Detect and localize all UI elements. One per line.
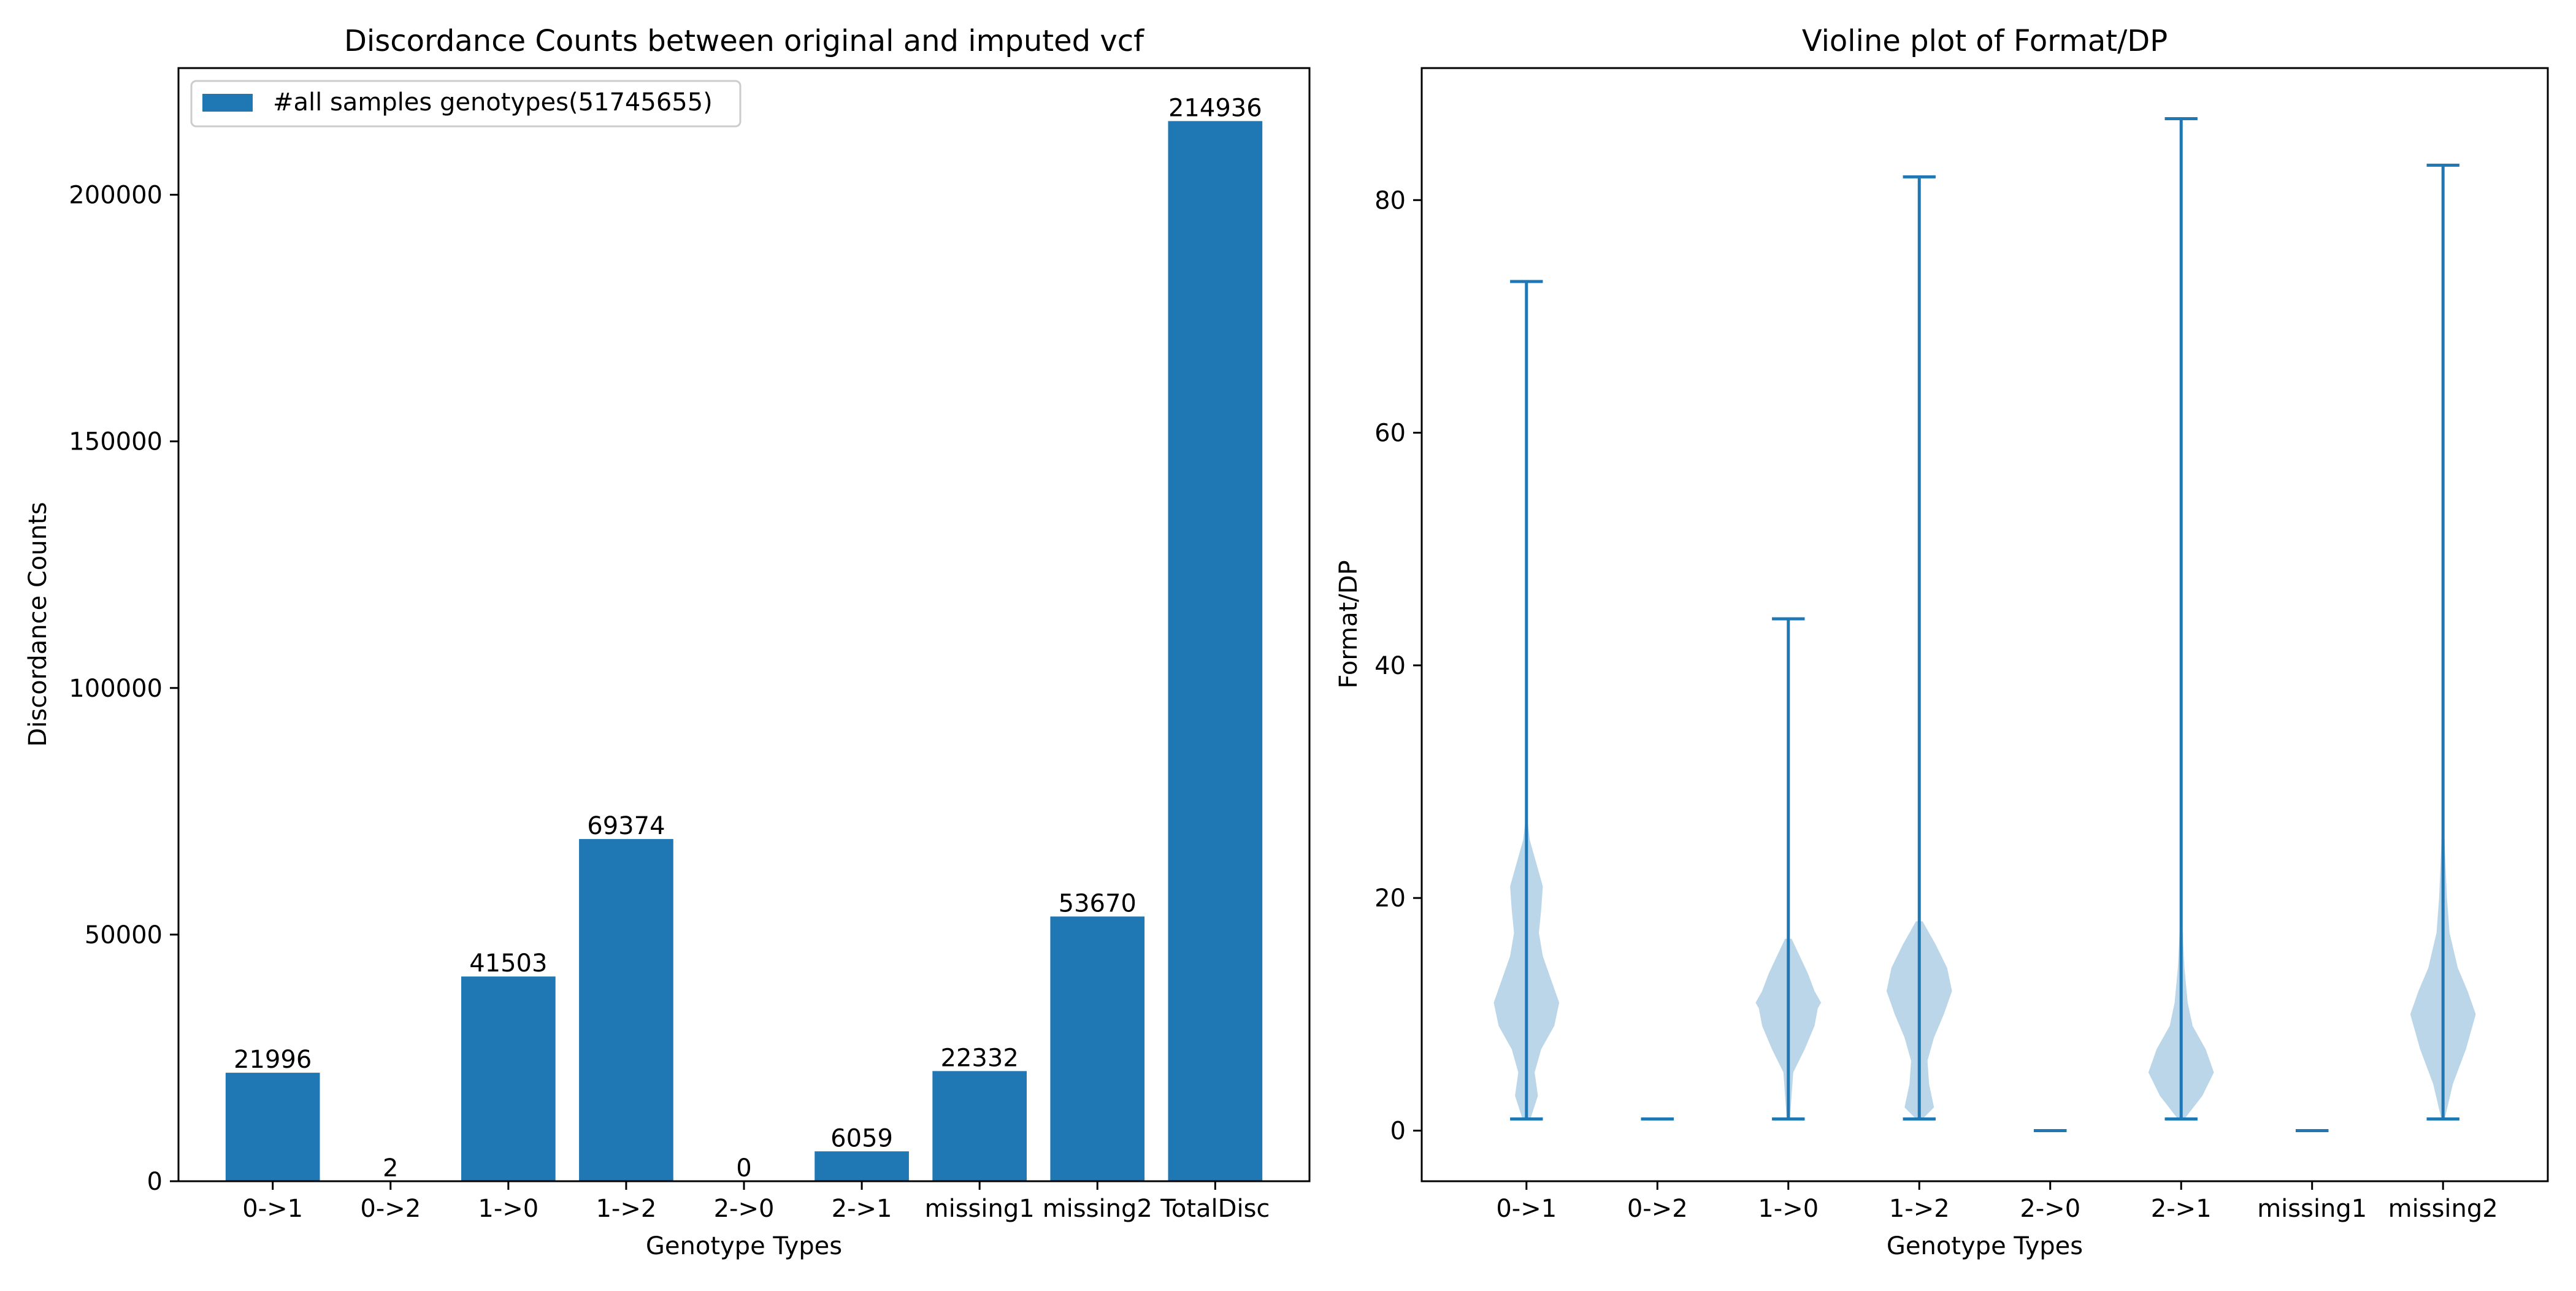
bar-2->1 — [815, 1151, 909, 1181]
x-tick-label: missing1 — [2257, 1195, 2367, 1223]
bar-legend: #all samples genotypes(51745655) — [191, 81, 740, 126]
y-tick-label: 0 — [1390, 1117, 1406, 1146]
x-tick-label: 1->0 — [1758, 1195, 1819, 1223]
violin-chart-title: Violine plot of Format/DP — [1802, 24, 2168, 58]
bar-1->2 — [579, 839, 673, 1181]
x-tick-label: TotalDisc — [1160, 1195, 1270, 1223]
bar-value-label: 6059 — [830, 1124, 893, 1152]
y-tick-label: 150000 — [69, 428, 163, 456]
bar-value-label: 214936 — [1168, 94, 1262, 122]
x-tick-label: missing1 — [925, 1195, 1035, 1223]
bar-value-label: 22332 — [941, 1044, 1019, 1072]
bar-y-axis-label: Discordance Counts — [24, 502, 52, 746]
bar-0->1 — [226, 1073, 320, 1181]
x-tick-label: 1->2 — [596, 1195, 656, 1223]
bar-TotalDisc — [1168, 121, 1263, 1181]
bar-missing1 — [932, 1071, 1027, 1181]
bar-value-label: 21996 — [234, 1046, 312, 1074]
x-tick-label: 2->0 — [714, 1195, 775, 1223]
y-tick-label: 20 — [1374, 884, 1406, 913]
x-tick-label: 2->1 — [2151, 1195, 2212, 1223]
violin-y-axis-label: Format/DP — [1335, 560, 1363, 688]
bar-value-label: 0 — [736, 1154, 751, 1182]
bar-y-ticks: 0 50000 100000 150000 200000 — [69, 182, 178, 1196]
y-tick-label: 200000 — [69, 182, 163, 210]
x-tick-label: 0->2 — [1627, 1195, 1688, 1223]
legend-swatch — [202, 94, 253, 112]
y-tick-label: 50000 — [85, 921, 163, 949]
y-tick-label: 80 — [1374, 186, 1406, 215]
x-tick-label: 2->1 — [832, 1195, 892, 1223]
x-tick-label: 1->0 — [478, 1195, 539, 1223]
x-tick-label: missing2 — [2388, 1195, 2498, 1223]
x-tick-label: 0->2 — [360, 1195, 421, 1223]
x-tick-label: 2->0 — [2020, 1195, 2080, 1223]
bar-x-axis-label: Genotype Types — [646, 1232, 842, 1260]
bar-value-label: 41503 — [469, 949, 547, 978]
bar-chart-title: Discordance Counts between original and … — [344, 24, 1144, 58]
bar-1->0 — [461, 976, 556, 1181]
bar-value-label: 69374 — [587, 812, 665, 840]
violin-bodies — [1493, 805, 2475, 1119]
x-tick-label: 1->2 — [1889, 1195, 1950, 1223]
bar-x-ticks: 0->1 0->2 1->0 1->2 2->0 2->1 missing1 missing2… — [242, 1181, 1270, 1223]
violin-whiskers — [1510, 119, 2459, 1131]
bar-value-label: 53670 — [1059, 889, 1137, 917]
bar-value-label: 2 — [383, 1154, 398, 1182]
x-tick-label: 0->1 — [1496, 1195, 1557, 1223]
legend-label: #all samples genotypes(51745655) — [273, 88, 713, 117]
y-tick-label: 0 — [147, 1168, 163, 1196]
violin-plot-frame — [1422, 68, 2548, 1181]
y-tick-label: 100000 — [69, 675, 163, 703]
violin-chart: Violine plot of Format/DP 0->1 0->2 1->0 1-… — [1335, 24, 2548, 1260]
y-tick-label: 40 — [1374, 652, 1406, 680]
violin-y-ticks: 0 20 40 60 80 — [1374, 186, 1422, 1145]
bar-series — [226, 121, 1262, 1181]
violin-x-ticks: 0->1 0->2 1->0 1->2 2->0 2->1 missing1 missing2 — [1496, 1181, 2497, 1223]
y-tick-label: 60 — [1374, 419, 1406, 448]
bar-chart: Discordance Counts between original and … — [24, 24, 1309, 1260]
x-tick-label: missing2 — [1043, 1195, 1152, 1223]
x-tick-label: 0->1 — [242, 1195, 303, 1223]
violin-x-axis-label: Genotype Types — [1887, 1232, 2083, 1260]
bar-missing2 — [1050, 916, 1144, 1181]
